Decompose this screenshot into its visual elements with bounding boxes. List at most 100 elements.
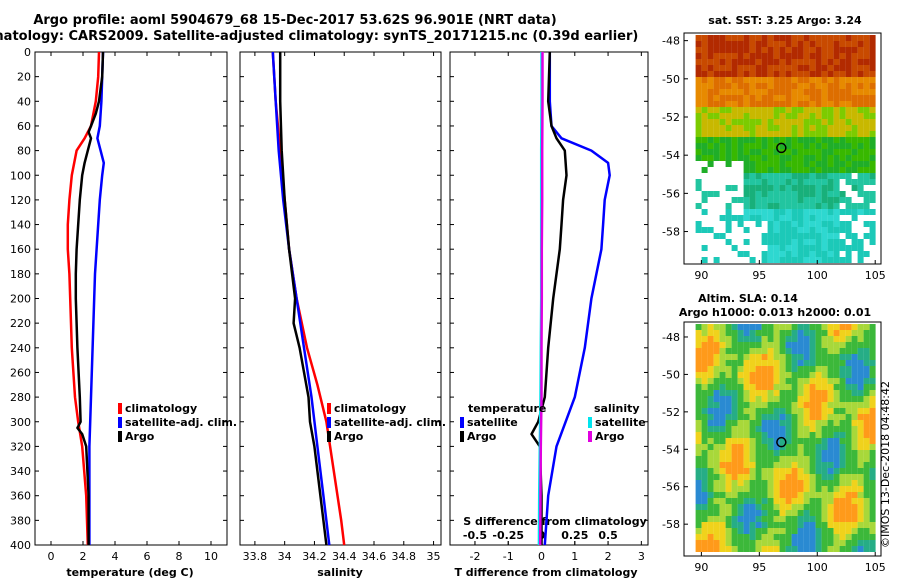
map-cell [767,149,774,155]
map-cell [761,257,768,263]
map-cell [851,65,858,71]
map-cell [701,522,708,528]
map-cell [779,245,786,251]
map-cell [815,89,822,95]
map-cell [851,41,858,47]
map-cell [767,95,774,101]
map-cell [857,360,864,366]
map-cell [815,197,822,203]
map-cell [701,330,708,336]
map-cell [809,324,816,330]
map-cell [833,402,840,408]
map-cell [773,444,780,450]
map-cell [845,366,852,372]
map-cell [797,107,804,113]
map-cell [779,492,786,498]
map-cell [749,53,756,59]
map-x-tick-label: 105 [865,561,886,574]
map-cell [749,330,756,336]
map-cell [809,360,816,366]
map-cell [719,492,726,498]
map-cell [839,498,846,504]
map-cell [719,438,726,444]
map-cell [863,390,870,396]
map-cell [779,420,786,426]
map-cell [845,131,852,137]
map-cell [731,492,738,498]
map-cell [791,420,798,426]
map-cell [791,77,798,83]
legend-temp-title: temperature [468,402,546,415]
map-cell [761,251,768,257]
map-cell [719,510,726,516]
map-cell [851,71,858,77]
map-cell [743,179,750,185]
map-cell [761,516,768,522]
map-cell [719,402,726,408]
x-tick-label: 35 [427,550,441,563]
map-cell [701,167,708,173]
map-cell [725,528,732,534]
map-cell [827,366,834,372]
map-cell [761,432,768,438]
map-cell [851,528,858,534]
map-cell [719,101,726,107]
map-cell [707,492,714,498]
map-cell [827,95,834,101]
map-cell [701,498,708,504]
map-cell [767,257,774,263]
map-cell [761,35,768,41]
map-cell [755,95,762,101]
map-cell [809,498,816,504]
map-cell [815,546,822,552]
map-cell [749,131,756,137]
map-cell [809,492,816,498]
map-cell [713,528,720,534]
map-cell [773,89,780,95]
map-cell [755,47,762,53]
map-cell [791,191,798,197]
map-cell [767,456,774,462]
map-cell [743,239,750,245]
map-cell [833,113,840,119]
y-tick-label: 300 [10,416,31,429]
map-cell [779,191,786,197]
map-cell [731,53,738,59]
map-cell [749,540,756,546]
map-cell [791,173,798,179]
map-cell [701,113,708,119]
map-cell [725,324,732,330]
map-cell [701,462,708,468]
salinity-panel: salinity 33.8 34 34.2 34.4 34.6 34.8 35climato… [239,51,446,579]
map-cell [773,330,780,336]
map-cell [857,65,864,71]
map-cell [767,366,774,372]
map-cell [749,101,756,107]
map-cell [695,131,702,137]
map-cell [755,119,762,125]
map-cell [809,402,816,408]
map-cell [851,47,858,53]
map-cell [719,354,726,360]
map-cell [851,492,858,498]
map-cell [761,155,768,161]
map-cell [695,510,702,516]
map-cell [857,480,864,486]
map-y-tick-label: -54 [662,149,680,162]
map-cell [803,480,810,486]
map-cell [749,35,756,41]
map-cell [785,426,792,432]
map-cell [785,354,792,360]
map-cell [701,456,708,462]
map-cell [869,197,876,203]
map-cell [731,378,738,384]
map-cell [821,432,828,438]
map-cell [857,450,864,456]
map-cell [701,131,708,137]
argo-position-marker [776,142,787,154]
map-cell [833,251,840,257]
map-cell [773,59,780,65]
map-cell [701,378,708,384]
map-cell [767,408,774,414]
map-cell [779,179,786,185]
